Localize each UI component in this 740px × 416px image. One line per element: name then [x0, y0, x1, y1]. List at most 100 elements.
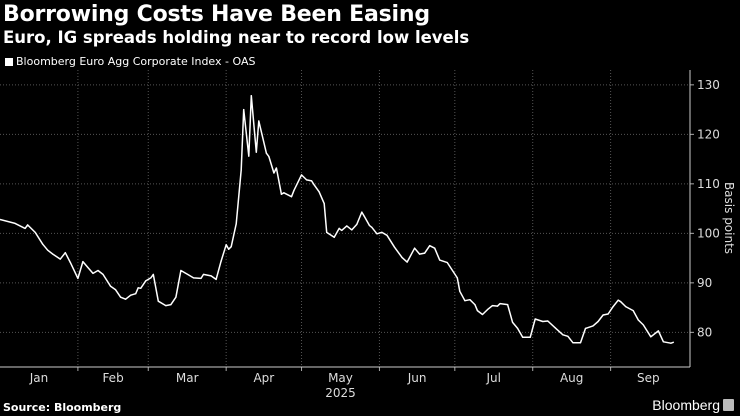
- data-point: [145, 280, 147, 282]
- data-point: [446, 261, 448, 264]
- data-point: [170, 304, 172, 306]
- bloomberg-chart-icon: [723, 399, 734, 411]
- x-tick-label: Jun: [407, 371, 427, 385]
- data-point: [235, 223, 237, 225]
- data-point: [120, 296, 122, 298]
- data-point: [165, 305, 167, 307]
- data-point: [625, 306, 627, 308]
- data-point: [464, 300, 466, 302]
- data-point: [42, 243, 44, 245]
- data-point: [34, 231, 36, 233]
- y-tick-label: 100: [697, 226, 720, 240]
- data-point: [381, 231, 383, 233]
- data-point: [220, 260, 222, 262]
- data-point: [419, 253, 421, 255]
- data-point: [386, 234, 388, 236]
- legend: Bloomberg Euro Agg Corporate Index - OAS: [5, 55, 255, 68]
- data-point: [554, 327, 556, 329]
- data-point: [114, 289, 117, 291]
- data-point: [300, 174, 303, 176]
- data-point: [534, 318, 536, 320]
- data-point: [529, 336, 531, 338]
- data-point: [137, 287, 139, 289]
- bloomberg-logo: Bloomberg: [652, 397, 734, 413]
- data-point: [670, 342, 672, 344]
- data-point: [69, 261, 71, 264]
- data-point: [476, 309, 479, 312]
- data-point: [27, 224, 29, 226]
- data-point: [506, 304, 509, 306]
- x-tick-label: Aug: [560, 371, 583, 385]
- data-point: [579, 342, 582, 344]
- legend-swatch: [5, 57, 13, 66]
- data-point: [376, 233, 378, 235]
- data-point: [562, 334, 564, 336]
- data-point: [275, 167, 278, 169]
- data-point: [318, 191, 320, 193]
- data-point: [650, 336, 652, 338]
- data-point: [230, 246, 232, 248]
- data-point: [82, 260, 84, 263]
- data-point: [187, 274, 190, 276]
- data-point: [290, 196, 293, 198]
- data-point: [662, 341, 664, 343]
- data-point: [200, 277, 202, 279]
- data-point: [150, 277, 152, 279]
- data-point: [567, 335, 569, 337]
- data-point: [401, 257, 403, 259]
- data-point: [97, 269, 99, 272]
- data-point: [77, 277, 79, 279]
- data-point: [522, 336, 524, 338]
- data-point: [469, 299, 471, 301]
- data-point: [439, 259, 441, 261]
- data-point: [14, 222, 16, 225]
- data-point: [152, 273, 154, 276]
- data-point: [283, 192, 285, 194]
- y-tick-label: 120: [697, 127, 720, 141]
- data-point: [424, 252, 426, 254]
- data-point: [248, 155, 250, 157]
- data-point: [406, 261, 408, 263]
- data-point: [109, 285, 112, 287]
- data-point: [341, 229, 343, 231]
- data-point: [215, 278, 217, 280]
- line-chart: 80 90 100 110 120 130 Jan Feb Mar Apr May Jun Jul Aug…: [0, 70, 736, 400]
- data-point: [202, 273, 205, 276]
- data-point: [210, 275, 212, 277]
- data-point: [672, 341, 675, 343]
- data-point: [351, 229, 353, 231]
- data-point: [125, 298, 127, 300]
- data-point: [592, 325, 594, 327]
- data-point: [250, 95, 252, 97]
- data-point: [192, 277, 195, 279]
- chart-title: Borrowing Costs Have Been Easing: [3, 2, 430, 27]
- data-point: [326, 231, 328, 233]
- data-point: [496, 305, 499, 307]
- data-point: [47, 249, 49, 251]
- data-point: [517, 327, 519, 329]
- data-point: [225, 244, 227, 246]
- data-point: [474, 304, 476, 306]
- data-point: [255, 151, 257, 153]
- data-point: [414, 247, 416, 249]
- data-point: [175, 296, 177, 298]
- data-point: [59, 258, 61, 260]
- data-point: [642, 324, 644, 326]
- data-point: [130, 294, 132, 296]
- data-point: [87, 266, 89, 269]
- data-point: [434, 247, 436, 249]
- data-point: [657, 330, 659, 332]
- data-point: [268, 156, 270, 158]
- data-point: [459, 290, 461, 292]
- x-tick-label: May: [328, 371, 353, 385]
- data-point: [542, 320, 544, 323]
- data-point: [265, 152, 267, 154]
- data-point: [92, 272, 94, 275]
- data-point: [637, 319, 639, 321]
- data-point: [356, 223, 358, 226]
- data-point: [429, 245, 431, 247]
- chart-subtitle: Euro, IG spreads holding near to record …: [3, 28, 470, 47]
- data-point: [486, 308, 489, 311]
- data-point: [617, 299, 619, 301]
- data-point: [323, 203, 325, 205]
